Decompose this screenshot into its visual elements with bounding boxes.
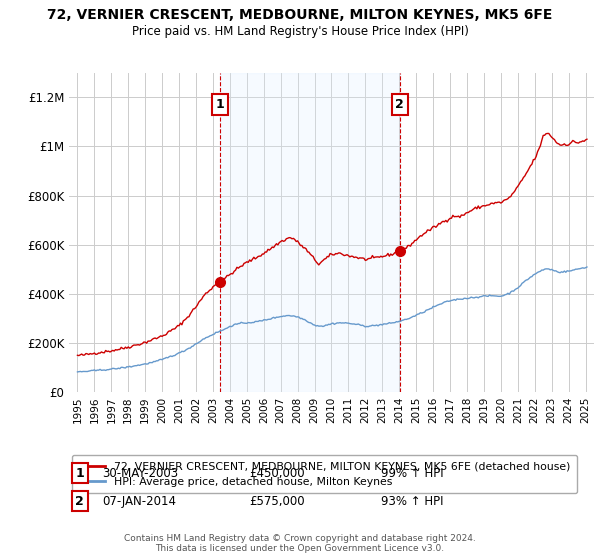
Text: 1: 1 <box>76 466 84 480</box>
Text: 72, VERNIER CRESCENT, MEDBOURNE, MILTON KEYNES, MK5 6FE: 72, VERNIER CRESCENT, MEDBOURNE, MILTON … <box>47 8 553 22</box>
Text: 2: 2 <box>76 494 84 508</box>
Text: Contains HM Land Registry data © Crown copyright and database right 2024.
This d: Contains HM Land Registry data © Crown c… <box>124 534 476 553</box>
Text: £575,000: £575,000 <box>249 494 305 508</box>
Text: 30-MAY-2003: 30-MAY-2003 <box>102 466 178 480</box>
Text: 07-JAN-2014: 07-JAN-2014 <box>102 494 176 508</box>
Text: £450,000: £450,000 <box>249 466 305 480</box>
Text: 99% ↑ HPI: 99% ↑ HPI <box>381 466 443 480</box>
Legend: 72, VERNIER CRESCENT, MEDBOURNE, MILTON KEYNES, MK5 6FE (detached house), HPI: A: 72, VERNIER CRESCENT, MEDBOURNE, MILTON … <box>72 455 577 493</box>
Text: 2: 2 <box>395 98 404 111</box>
Text: 1: 1 <box>215 98 224 111</box>
Text: Price paid vs. HM Land Registry's House Price Index (HPI): Price paid vs. HM Land Registry's House … <box>131 25 469 38</box>
Bar <box>220 73 400 392</box>
Text: 93% ↑ HPI: 93% ↑ HPI <box>381 494 443 508</box>
